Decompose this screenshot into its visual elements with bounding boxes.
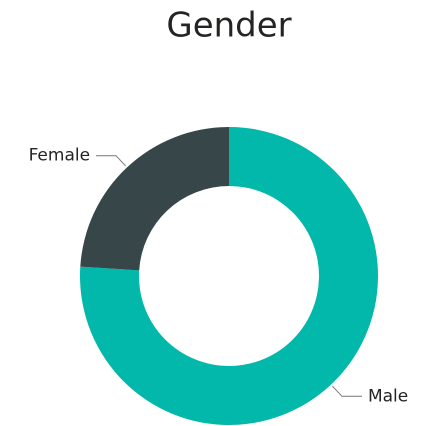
slice-label: Male: [368, 386, 408, 406]
leader-line: [332, 385, 362, 397]
slice-label: Female: [29, 146, 90, 166]
donut-slice: [79, 127, 378, 425]
donut-slice: [80, 127, 230, 271]
leader-line: [96, 155, 126, 167]
chart-title: Gender: [166, 6, 291, 46]
